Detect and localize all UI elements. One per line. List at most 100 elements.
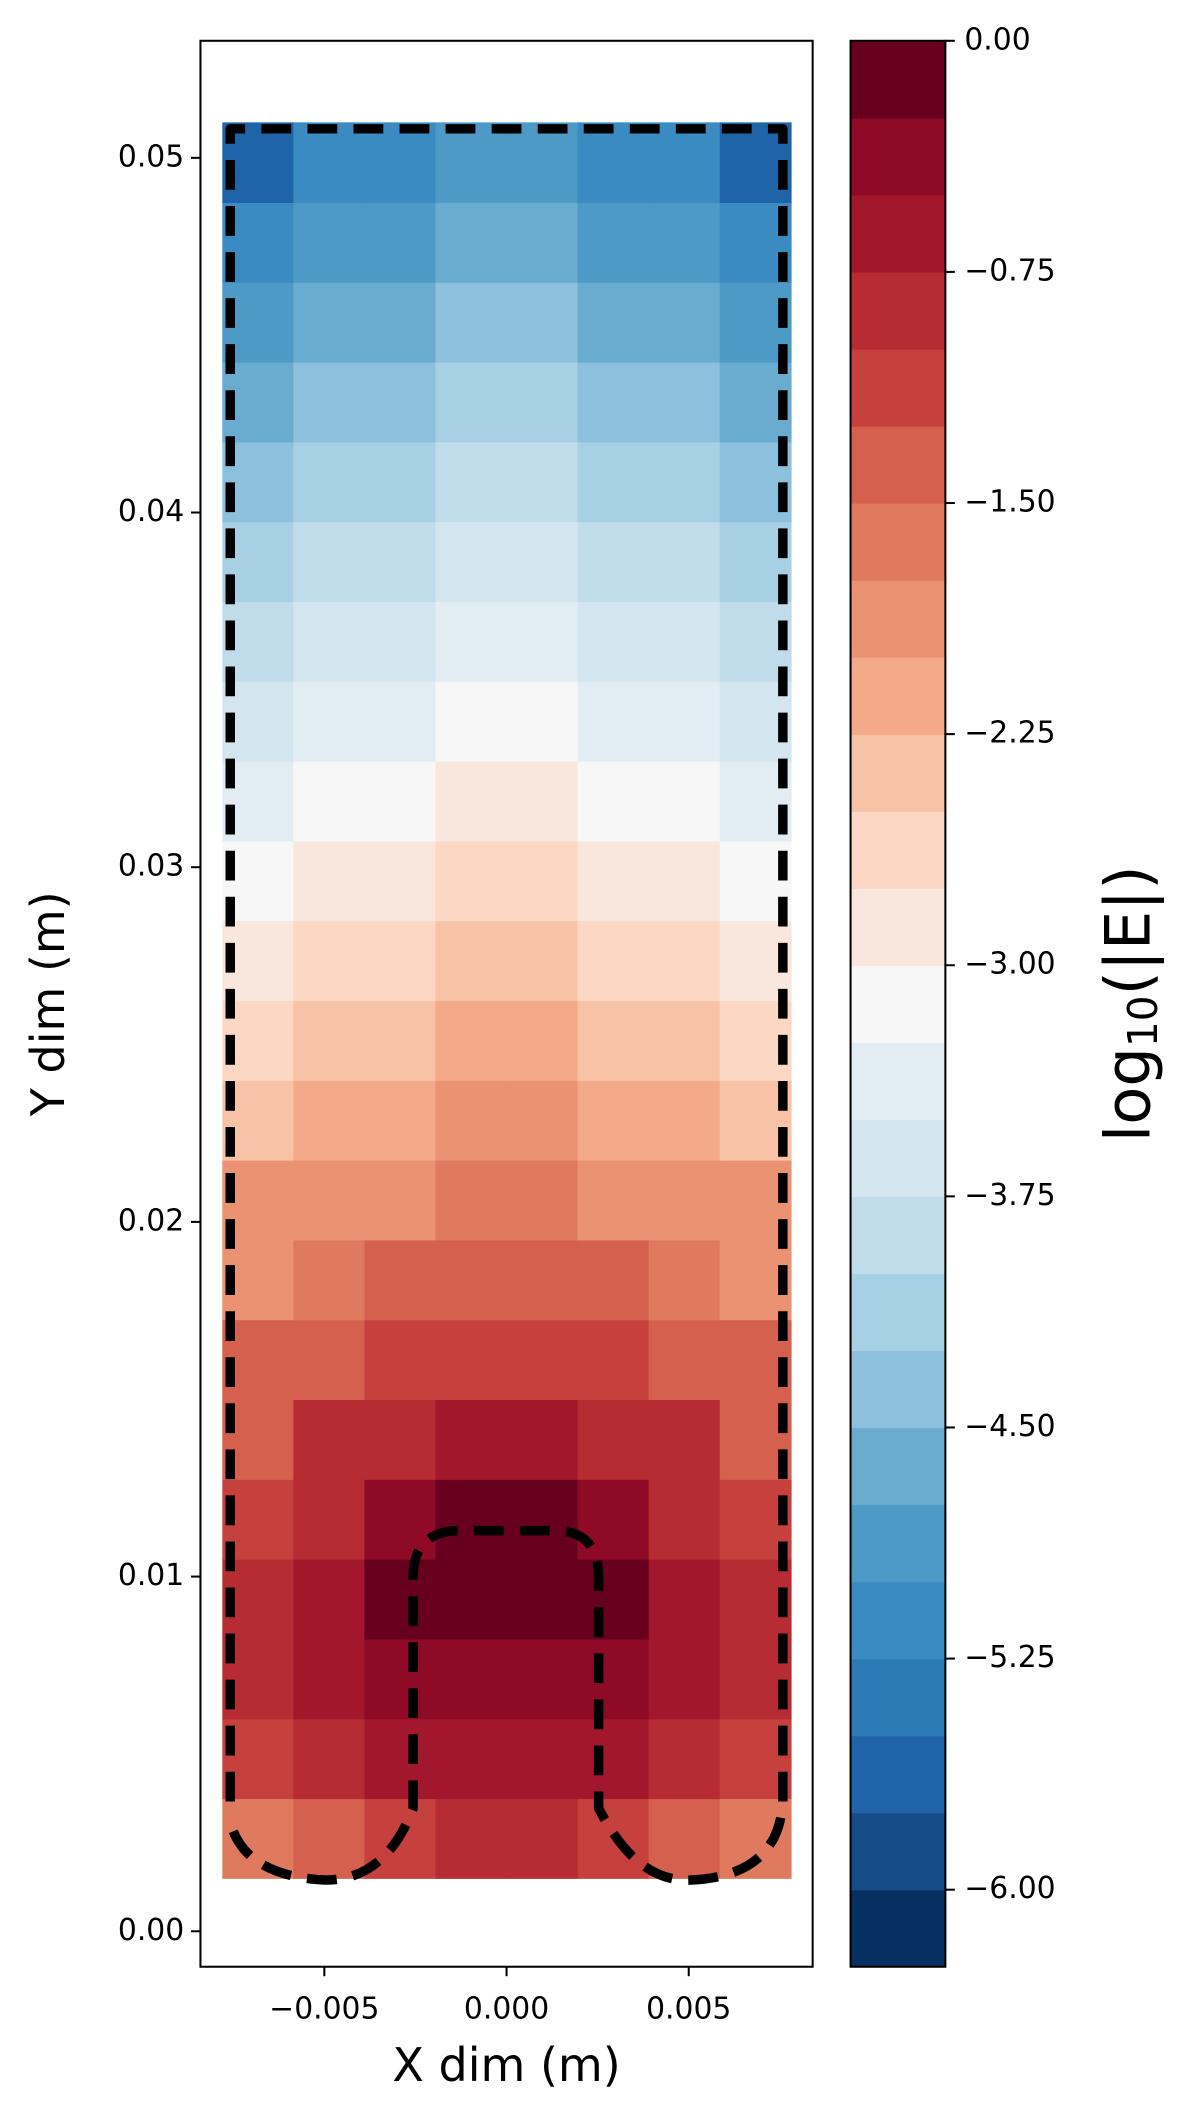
- field-cell: [364, 840, 437, 922]
- colorbar-tick-label: −0.75: [964, 253, 1055, 288]
- field-cell: [577, 1000, 650, 1081]
- field-cell: [293, 1319, 366, 1401]
- field-cell: [293, 1558, 366, 1640]
- field-cell: [506, 1080, 579, 1161]
- field-cell: [435, 920, 508, 1002]
- field-cell: [435, 441, 508, 523]
- colorbar-frame: [849, 39, 947, 1968]
- field-cell: [364, 1479, 437, 1560]
- field-cell: [648, 1159, 721, 1241]
- field-cell: [506, 1159, 579, 1241]
- field-cell: [506, 1718, 579, 1800]
- field-cell: [506, 521, 579, 603]
- colorbar-tick-label: −5.25: [964, 1640, 1055, 1675]
- field-cell: [435, 1159, 508, 1241]
- field-cell: [435, 281, 508, 363]
- field-cell: [293, 1638, 366, 1720]
- y-tick-label: 0.00: [118, 1913, 184, 1948]
- field-cell: [435, 1479, 508, 1560]
- field-cell: [435, 1638, 508, 1720]
- colorbar-tick-label: −1.50: [964, 485, 1055, 520]
- colorbar-band: [850, 1350, 946, 1429]
- field-cell: [648, 1239, 721, 1321]
- field-cell: [435, 1319, 508, 1401]
- field-cell: [648, 122, 721, 203]
- field-cell: [435, 361, 508, 443]
- field-cell: [293, 1239, 366, 1321]
- label-argument: (|E|): [1091, 865, 1165, 995]
- field-cell: [293, 1000, 366, 1081]
- x-tick-label: 0.005: [646, 1992, 731, 2027]
- colorbar-tick-label: −3.75: [964, 1178, 1055, 1213]
- field-cell: [506, 1479, 579, 1560]
- field-cell: [364, 1558, 437, 1640]
- field-cell: [293, 680, 366, 762]
- x-tick-label: 0.000: [464, 1992, 549, 2027]
- field-cell: [435, 1239, 508, 1321]
- field-cell: [506, 361, 579, 443]
- field-cell: [293, 760, 366, 842]
- field-cell: [364, 1718, 437, 1800]
- field-cell: [293, 122, 366, 203]
- field-cell: [648, 840, 721, 922]
- y-tick-label: 0.04: [118, 494, 184, 529]
- field-cell: [364, 920, 437, 1002]
- field-cell: [648, 202, 721, 283]
- field-cell: [648, 1080, 721, 1161]
- colorbar-band: [850, 1735, 946, 1814]
- field-cell: [364, 601, 437, 682]
- field-cell: [648, 1798, 721, 1879]
- field-cell: [293, 1159, 366, 1241]
- field-cell: [506, 680, 579, 762]
- colorbar-label: log10(|E|): [1091, 865, 1166, 1142]
- field-cell: [577, 1638, 650, 1720]
- field-cell: [364, 202, 437, 283]
- field-cell: [648, 1000, 721, 1081]
- field-cell: [577, 521, 650, 603]
- field-cell: [506, 920, 579, 1002]
- field-cell: [648, 1558, 721, 1640]
- field-cell: [506, 1638, 579, 1720]
- field-cell: [577, 1718, 650, 1800]
- colorbar-band: [850, 811, 946, 889]
- field-cell: [648, 920, 721, 1002]
- field-cell: [506, 1399, 579, 1480]
- field-cell: [577, 1399, 650, 1480]
- field-cell: [435, 840, 508, 922]
- field-cell: [506, 1319, 579, 1401]
- field-cell: [435, 601, 508, 682]
- field-cell: [293, 1080, 366, 1161]
- field-cell: [577, 680, 650, 762]
- field-cell: [435, 1558, 508, 1640]
- field-cell: [364, 760, 437, 842]
- colorbar-band: [850, 425, 946, 504]
- field-cell: [364, 521, 437, 603]
- field-cell: [648, 441, 721, 523]
- field-cell: [293, 521, 366, 603]
- field-cell: [648, 1399, 721, 1480]
- colorbar-band: [850, 965, 946, 1043]
- field-cell: [364, 122, 437, 203]
- y-tick-label: 0.05: [118, 139, 184, 174]
- field-cell: [648, 361, 721, 443]
- field-cell: [577, 1159, 650, 1241]
- field-cell: [577, 601, 650, 682]
- field-cell: [506, 840, 579, 922]
- field-cell: [577, 122, 650, 203]
- field-cell: [648, 601, 721, 682]
- colorbar-band: [850, 271, 946, 350]
- contour-field: [222, 122, 792, 1879]
- field-cell: [293, 281, 366, 363]
- colorbar-band: [850, 194, 946, 273]
- field-cell: [648, 1319, 721, 1401]
- field-cell: [506, 601, 579, 682]
- field-cell: [364, 281, 437, 363]
- colorbar-band: [850, 1504, 946, 1583]
- colorbar-band: [850, 1658, 946, 1737]
- field-cell: [506, 760, 579, 842]
- field-cell: [577, 1319, 650, 1401]
- field-cell: [506, 281, 579, 363]
- colorbar-band: [850, 734, 946, 812]
- field-cell: [293, 361, 366, 443]
